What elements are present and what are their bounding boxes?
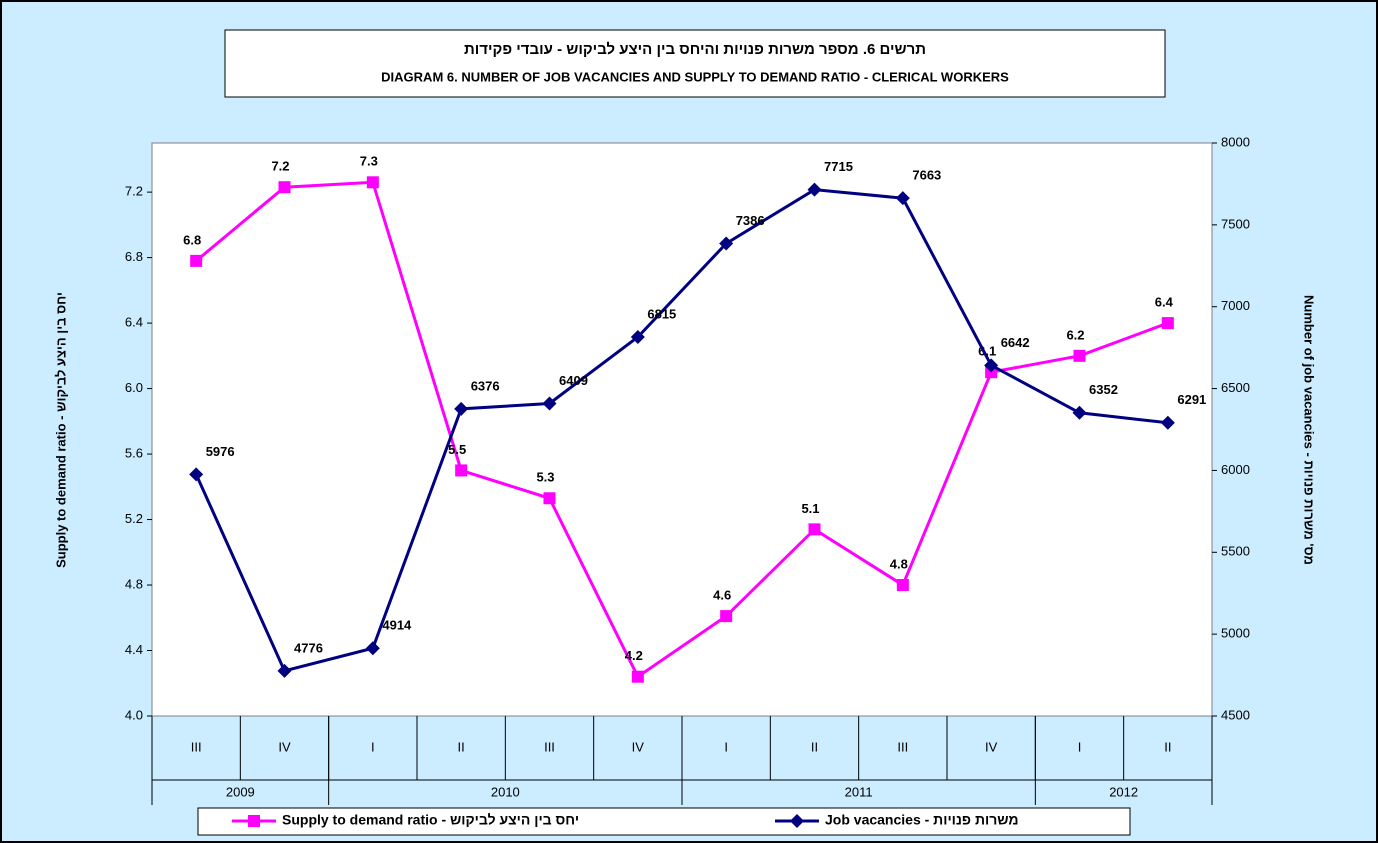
x-tick-label: I	[1078, 739, 1082, 754]
data-label: 4.2	[625, 648, 643, 663]
year-label: 2009	[226, 784, 255, 799]
y-axis-label: Supply to demand ratio - יחס בין היצע לב…	[53, 292, 68, 568]
x-tick-label: II	[458, 739, 465, 754]
data-label: 6642	[1001, 335, 1030, 350]
y-tick-label: 6.8	[125, 249, 143, 264]
marker	[454, 401, 469, 416]
marker	[277, 663, 292, 678]
marker	[631, 670, 644, 683]
marker	[630, 330, 645, 345]
plot-area	[151, 142, 1213, 717]
data-label: 7715	[824, 159, 853, 174]
y-tick-label: 5.2	[125, 511, 143, 526]
chart-title: תרשים 6. מספר משרות פנויות והיחס בין היצ…	[464, 41, 926, 58]
data-label: 6376	[471, 378, 500, 393]
y-tick-label: 4.8	[125, 576, 143, 591]
legend-label: Supply to demand ratio - יחס בין היצע לב…	[282, 812, 579, 828]
legend-box	[197, 807, 1131, 836]
data-label: 4776	[294, 640, 323, 655]
marker	[190, 254, 203, 267]
marker	[719, 236, 734, 251]
y-tick-label: 6.4	[125, 315, 143, 330]
data-label: 7.3	[360, 154, 378, 169]
marker	[1072, 405, 1087, 420]
y2-tick-label: 6000	[1221, 462, 1250, 477]
data-label: 6291	[1177, 392, 1206, 407]
x-tick-label: IV	[278, 739, 291, 754]
y-tick-label: 7.2	[125, 184, 143, 199]
y2-tick-label: 7500	[1221, 216, 1250, 231]
x-tick-label: III	[897, 739, 908, 754]
marker	[543, 492, 556, 505]
year-label: 2010	[491, 784, 520, 799]
data-label: 6.4	[1155, 295, 1174, 310]
marker	[1073, 349, 1086, 362]
data-label: 7663	[912, 168, 941, 183]
legend-marker	[248, 815, 260, 827]
data-label: 5.1	[801, 501, 819, 516]
year-label: 2012	[1109, 784, 1138, 799]
data-label: 6409	[559, 373, 588, 388]
marker	[189, 467, 204, 482]
y2-tick-label: 6500	[1221, 380, 1250, 395]
marker	[365, 641, 380, 656]
marker	[366, 176, 379, 189]
y-tick-label: 6.0	[125, 380, 143, 395]
x-tick-label: II	[811, 739, 818, 754]
y2-tick-label: 7000	[1221, 298, 1250, 313]
data-label: 5.5	[448, 442, 466, 457]
marker	[1161, 317, 1174, 330]
data-label: 7.2	[271, 159, 289, 174]
y-tick-label: 4.4	[125, 642, 143, 657]
x-tick-label: IV	[632, 739, 645, 754]
x-tick-label: III	[191, 739, 202, 754]
y2-tick-label: 4500	[1221, 707, 1250, 722]
x-tick-label: III	[544, 739, 555, 754]
marker	[542, 396, 557, 411]
y2-tick-label: 5500	[1221, 544, 1250, 559]
data-label: 6815	[647, 306, 676, 321]
data-label: 5.3	[536, 470, 554, 485]
legend-marker	[790, 814, 804, 828]
y2-tick-label: 5000	[1221, 626, 1250, 641]
x-tick-label: I	[371, 739, 375, 754]
y-tick-label: 4.0	[125, 707, 143, 722]
marker	[720, 610, 733, 623]
marker	[895, 191, 910, 206]
marker	[1160, 415, 1175, 430]
x-tick-label: IV	[985, 739, 998, 754]
year-label: 2011	[845, 784, 873, 799]
x-tick-label: I	[724, 739, 728, 754]
legend-label: Job vacancies - משרות פנויות	[825, 812, 1019, 828]
y-tick-label: 5.6	[125, 445, 143, 460]
series-line	[194, 188, 1168, 673]
data-label: 6352	[1089, 382, 1118, 397]
chart-subtitle: DIAGRAM 6. NUMBER OF JOB VACANCIES AND S…	[381, 69, 1009, 84]
y2-tick-label: 8000	[1221, 134, 1250, 149]
marker	[808, 523, 821, 536]
data-label: 4.6	[713, 588, 731, 603]
x-tick-label: II	[1164, 739, 1171, 754]
data-label: 4914	[382, 618, 412, 633]
series-line	[195, 180, 1169, 679]
marker	[896, 579, 909, 592]
title-box	[224, 29, 1166, 98]
data-label: 5976	[206, 444, 235, 459]
marker	[278, 181, 291, 194]
marker	[807, 182, 822, 197]
marker	[455, 464, 468, 477]
data-label: 6.2	[1066, 327, 1084, 342]
data-label: 6.8	[183, 232, 201, 247]
data-label: 4.8	[890, 556, 908, 571]
data-label: 7386	[736, 213, 765, 228]
marker	[984, 358, 999, 373]
y2-axis-label: Number of job vacancies - מס' משרות פנוי…	[1302, 295, 1317, 565]
